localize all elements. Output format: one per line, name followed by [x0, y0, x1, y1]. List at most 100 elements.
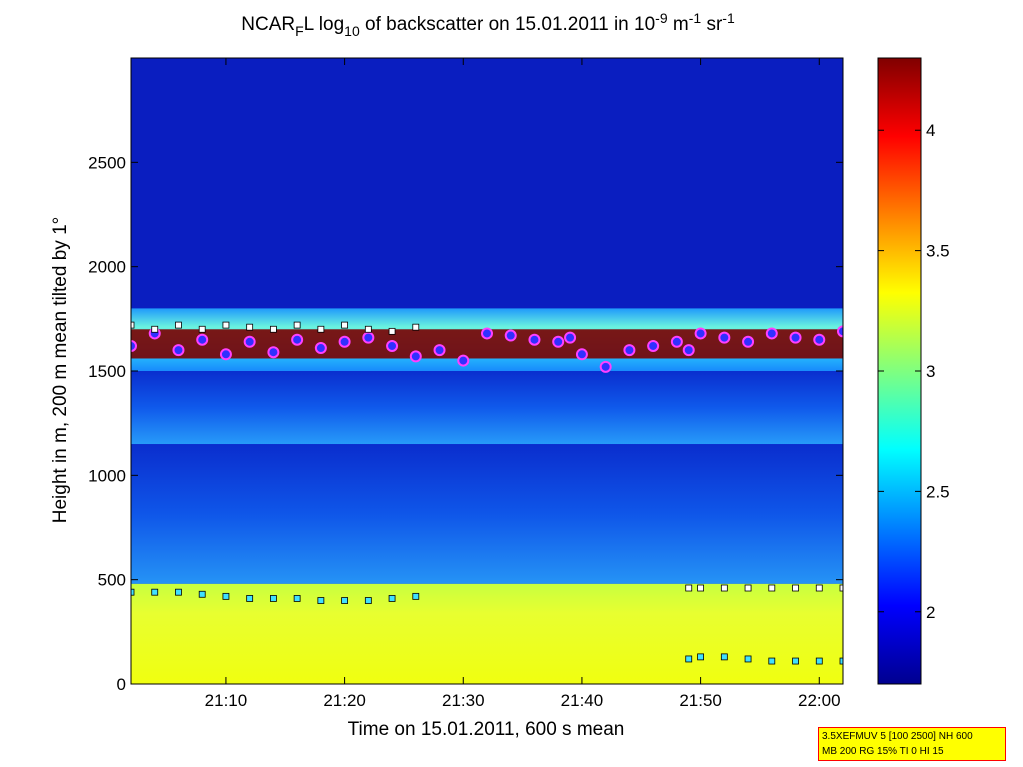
colorbar-ticks: 2 2.5 3 3.5 4: [878, 121, 950, 622]
cloud-base-marker: [386, 339, 399, 352]
title-subscript: 10: [344, 23, 360, 39]
layer-top-marker: [222, 321, 230, 329]
processing-info-box: 3.5XEFMUV 5 [100 2500] NH 600 MB 200 RG …: [818, 727, 1006, 761]
boundary-layer-marker: [744, 655, 752, 663]
colorbar-tick-label: 2.5: [926, 482, 950, 501]
layer-top-marker: [697, 584, 704, 592]
title-part: L log: [304, 14, 345, 35]
title-part: m: [668, 14, 689, 35]
cloud-base-marker: [433, 344, 446, 357]
cloud-base-marker: [267, 346, 280, 359]
layer-top-marker: [412, 323, 420, 331]
layer-top-marker: [317, 325, 325, 333]
cloud-base-marker: [457, 354, 470, 367]
boundary-layer-marker: [317, 597, 325, 604]
title-subscript: F: [295, 23, 304, 39]
cloud-base-marker: [196, 333, 209, 346]
boundary-layer-marker: [131, 588, 135, 596]
boundary-layer-marker: [246, 595, 254, 602]
layer-top-marker: [815, 584, 823, 592]
y-axis-label: Height in m, 200 m mean tilted by 1°: [50, 217, 71, 523]
colorbar-tick-label: 4: [926, 121, 935, 140]
series-layer: [131, 321, 843, 665]
title-part: NCAR: [241, 14, 295, 35]
boundary-layer-marker: [341, 597, 349, 604]
layer-top-marker: [151, 325, 159, 333]
title-superscript: -1: [689, 10, 702, 26]
y-tick-label: 1000: [88, 466, 126, 485]
title-superscript: -1: [722, 10, 735, 26]
cloud-base-marker: [599, 360, 612, 373]
cloud-base-marker: [528, 333, 541, 346]
boundary-layer-marker: [222, 592, 230, 600]
layer-top-marker: [720, 584, 728, 592]
cloud-base-marker: [670, 335, 683, 348]
boundary-layer-marker: [364, 597, 372, 604]
boundary-layer-marker: [768, 657, 776, 665]
title-superscript: -9: [655, 10, 668, 26]
x-tick-label: 21:20: [323, 691, 366, 710]
cloud-base-marker: [291, 333, 304, 346]
heatmap-band: [131, 583, 843, 684]
info-line-2: MB 200 RG 15% TI 0 HI 15: [822, 746, 944, 757]
boundary-layer-marker: [175, 588, 182, 596]
cloud-base-marker: [813, 333, 826, 346]
colorbar: 2 2.5 3 3.5 4: [877, 57, 950, 685]
boundary-layer-marker: [792, 657, 799, 665]
boundary-layer-marker: [388, 595, 396, 602]
x-tick-label: 21:40: [561, 691, 604, 710]
y-tick-label: 0: [117, 675, 126, 694]
layer-top-marker: [198, 325, 206, 333]
boundary-layer-marker: [839, 657, 843, 665]
title-part: sr: [701, 14, 723, 35]
cloud-base-marker: [718, 331, 731, 344]
cloud-base-marker: [409, 350, 422, 363]
y-tick-label: 2500: [88, 153, 126, 172]
cloud-base-marker: [789, 331, 802, 344]
boundary-layer-marker: [815, 657, 823, 665]
boundary-layer-marker: [151, 588, 159, 596]
y-tick-label: 2000: [88, 258, 126, 277]
x-tick-label: 21:10: [205, 691, 248, 710]
layer-top-marker: [388, 327, 396, 335]
cloud-base-marker: [575, 348, 588, 361]
cloud-base-marker: [243, 335, 256, 348]
cloud-base-marker: [552, 335, 565, 348]
x-tick-label: 21:30: [442, 691, 485, 710]
cloud-base-marker: [623, 344, 636, 357]
info-line-1: 3.5XEFMUV 5 [100 2500] NH 600: [822, 731, 973, 742]
cloud-base-marker: [172, 344, 185, 357]
x-tick-label: 22:00: [798, 691, 841, 710]
boundary-layer-marker: [697, 653, 704, 661]
cloud-base-marker: [682, 344, 695, 357]
y-tick-label: 500: [98, 571, 126, 590]
colorbar-tick-label: 3.5: [926, 242, 950, 261]
cloud-base-marker: [694, 327, 707, 340]
heatmap-band: [131, 444, 843, 584]
boundary-layer-marker: [269, 595, 277, 602]
cloud-base-marker: [362, 331, 375, 344]
cloud-base-marker: [314, 342, 327, 355]
cloud-base-marker: [504, 329, 517, 342]
y-tick-label: 1500: [88, 362, 126, 381]
cloud-base-marker: [837, 325, 843, 338]
cloud-base-marker: [564, 331, 577, 344]
boundary-layer-marker: [412, 592, 420, 600]
cloud-base-marker: [647, 339, 660, 352]
heatmap-band: [131, 371, 843, 445]
layer-top-marker: [839, 584, 843, 592]
boundary-layer-marker: [685, 655, 693, 663]
layer-top-marker: [744, 584, 752, 592]
boundary-layer-marker: [293, 595, 301, 602]
cloud-base-marker: [742, 335, 755, 348]
cloud-base-marker: [131, 339, 137, 352]
colorbar-gradient: [877, 57, 922, 685]
cloud-base-marker: [481, 327, 493, 340]
layer-top-marker: [269, 325, 277, 333]
layer-top-marker: [293, 321, 301, 329]
layer-top-marker: [364, 325, 372, 333]
cloud-base-marker: [338, 335, 351, 348]
layer-top-marker: [792, 584, 799, 592]
y-axis: 0 500 1000 1500 2000 2500: [88, 153, 843, 694]
cloud-base-marker: [219, 348, 232, 361]
